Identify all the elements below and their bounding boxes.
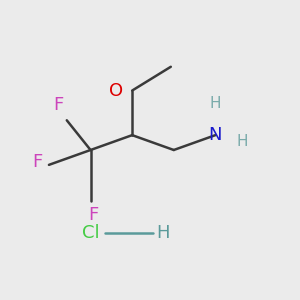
Text: H: H xyxy=(210,96,221,111)
Text: H: H xyxy=(236,134,248,148)
Text: F: F xyxy=(54,96,64,114)
Text: O: O xyxy=(109,82,123,100)
Text: F: F xyxy=(88,206,99,224)
Text: N: N xyxy=(208,126,222,144)
Text: Cl: Cl xyxy=(82,224,100,242)
Text: F: F xyxy=(33,153,43,171)
Text: H: H xyxy=(156,224,169,242)
